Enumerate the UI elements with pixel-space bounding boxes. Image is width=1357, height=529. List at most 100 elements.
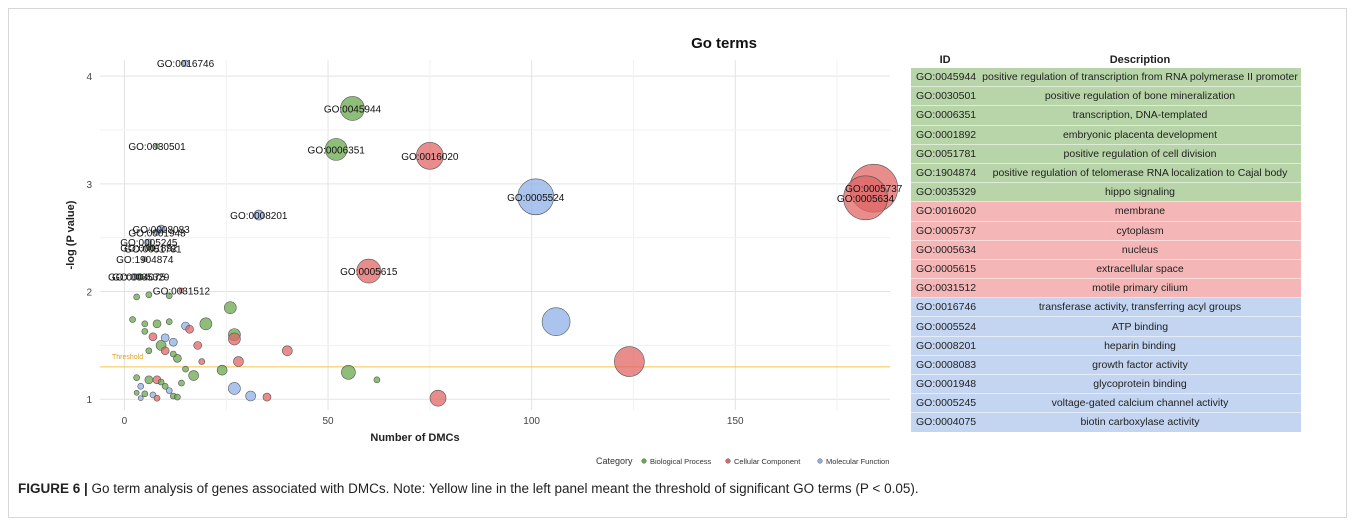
table-cell-description: positive regulation of cell division [979, 144, 1301, 164]
data-point [145, 291, 153, 299]
point-label: GO:0016020 [401, 152, 459, 163]
data-point [198, 358, 206, 365]
table-row: GO:0008083 growth factor activity [911, 355, 1301, 376]
table-row: GO:0005737 cytoplasm [911, 221, 1301, 241]
data-point [165, 318, 173, 325]
table-cell-id: GO:0005524 [911, 316, 980, 337]
data-point [141, 390, 149, 398]
table-row: GO:0005634 nucleus [911, 240, 1301, 260]
data-point [150, 245, 156, 252]
legend-entry-label: Cellular Component [734, 457, 801, 466]
data-point [129, 316, 136, 323]
data-point [178, 379, 185, 387]
table-cell-id: GO:0008201 [911, 336, 980, 356]
x-tick-label: 50 [322, 416, 334, 427]
data-point [182, 59, 189, 67]
table-cell-description: biotin carboxylase activity [979, 412, 1301, 433]
legend-entry-label: Biological Process [650, 457, 712, 466]
data-point [133, 374, 140, 381]
point-label: GO:0031512 [153, 286, 211, 297]
data-point [193, 341, 203, 350]
data-point [224, 301, 237, 314]
point-label: GO:0008083 [132, 225, 190, 236]
data-point [154, 143, 160, 149]
table-cell-id: GO:0016020 [911, 201, 980, 222]
data-point [137, 395, 144, 401]
data-point [157, 378, 165, 386]
table-cell-description: positive regulation of bone mineralizati… [979, 86, 1301, 107]
table-header-id: ID [939, 54, 951, 66]
data-point [228, 332, 241, 346]
point-label: GO:0005615 [340, 267, 398, 278]
x-tick-label: 0 [122, 416, 128, 427]
legend-marker [725, 458, 731, 464]
table-cell-description: voltage-gated calcium channel activity [979, 393, 1301, 414]
data-point [168, 337, 178, 347]
table-cell-id: GO:0051781 [911, 144, 980, 164]
data-point [182, 365, 189, 373]
legend-marker [641, 458, 647, 464]
table-cell-description: heparin binding [979, 336, 1301, 356]
data-point [133, 293, 140, 301]
caption-text: Go term analysis of genes associated wit… [87, 481, 919, 496]
legend-entry-label: Molecular Function [826, 457, 889, 466]
data-point [137, 273, 144, 280]
table-cell-description: membrane [979, 201, 1301, 222]
data-point [188, 370, 199, 381]
table-row: GO:0005524 ATP binding [911, 316, 1301, 337]
data-point [178, 287, 185, 294]
data-point [199, 317, 213, 331]
data-point [174, 393, 181, 401]
table-header-row: ID Description [911, 52, 1301, 68]
table-cell-description: cytoplasm [979, 221, 1301, 241]
x-tick-label: 100 [523, 416, 540, 427]
table-row: GO:0016746 transferase activity, transfer… [911, 297, 1301, 318]
table-cell-description: positive regulation of transcription fro… [979, 68, 1301, 88]
table-body: GO:0045944 positive regulation of transcr… [911, 68, 1301, 433]
table-cell-id: GO:0008083 [911, 355, 980, 376]
table-cell-id: GO:0001948 [911, 374, 980, 395]
data-point [262, 392, 272, 402]
data-point [245, 390, 256, 402]
table-cell-id: GO:0005634 [911, 240, 980, 260]
point-label: GO:0008201 [230, 211, 288, 222]
y-tick-label: 2 [86, 288, 92, 299]
data-point [141, 320, 149, 328]
table-cell-description: glycoprotein binding [979, 374, 1301, 395]
data-point [517, 178, 555, 216]
table-cell-description: transcription, DNA-templated [979, 105, 1301, 126]
legend-marker [817, 458, 823, 464]
table-cell-id: GO:0045944 [911, 68, 980, 88]
data-point [148, 332, 158, 342]
table-row: GO:0031512 motile primary cilium [911, 278, 1301, 299]
data-point [144, 375, 154, 385]
data-point [141, 328, 149, 335]
data-point [843, 175, 888, 221]
table-cell-description: hippo signaling [979, 182, 1301, 203]
data-point [145, 347, 153, 355]
data-point [356, 258, 382, 284]
table-cell-description: motile primary cilium [979, 278, 1301, 299]
data-point [152, 319, 162, 329]
point-label: GO:0016746 [157, 59, 215, 70]
point-label: GO:0005524 [507, 193, 565, 204]
point-label: GO:0004075 [108, 272, 166, 283]
point-label: GO:0051781 [124, 244, 182, 255]
table-row: GO:0030501 positive regulation of bone mi… [911, 86, 1301, 107]
y-tick-label: 1 [86, 395, 92, 406]
y-axis-label: -log (P value) [65, 200, 77, 269]
point-label: GO:0035329 [112, 272, 170, 283]
data-point [141, 256, 148, 263]
go-term-table: ID Description GO:0045944 positive regula… [911, 52, 1301, 433]
point-label: GO:0005634 [837, 194, 895, 205]
table-row: GO:0005245 voltage-gated calcium channel … [911, 393, 1301, 414]
data-point [185, 324, 194, 334]
table-cell-description: transferase activity, transferring acyl … [979, 297, 1301, 318]
table-cell-description: ATP binding [979, 316, 1301, 337]
data-point [165, 292, 173, 300]
data-point [137, 383, 145, 390]
data-point [160, 333, 170, 343]
table-row: GO:0045944 positive regulation of transcr… [911, 68, 1301, 88]
table-cell-description: positive regulation of telomerase RNA lo… [979, 163, 1301, 184]
